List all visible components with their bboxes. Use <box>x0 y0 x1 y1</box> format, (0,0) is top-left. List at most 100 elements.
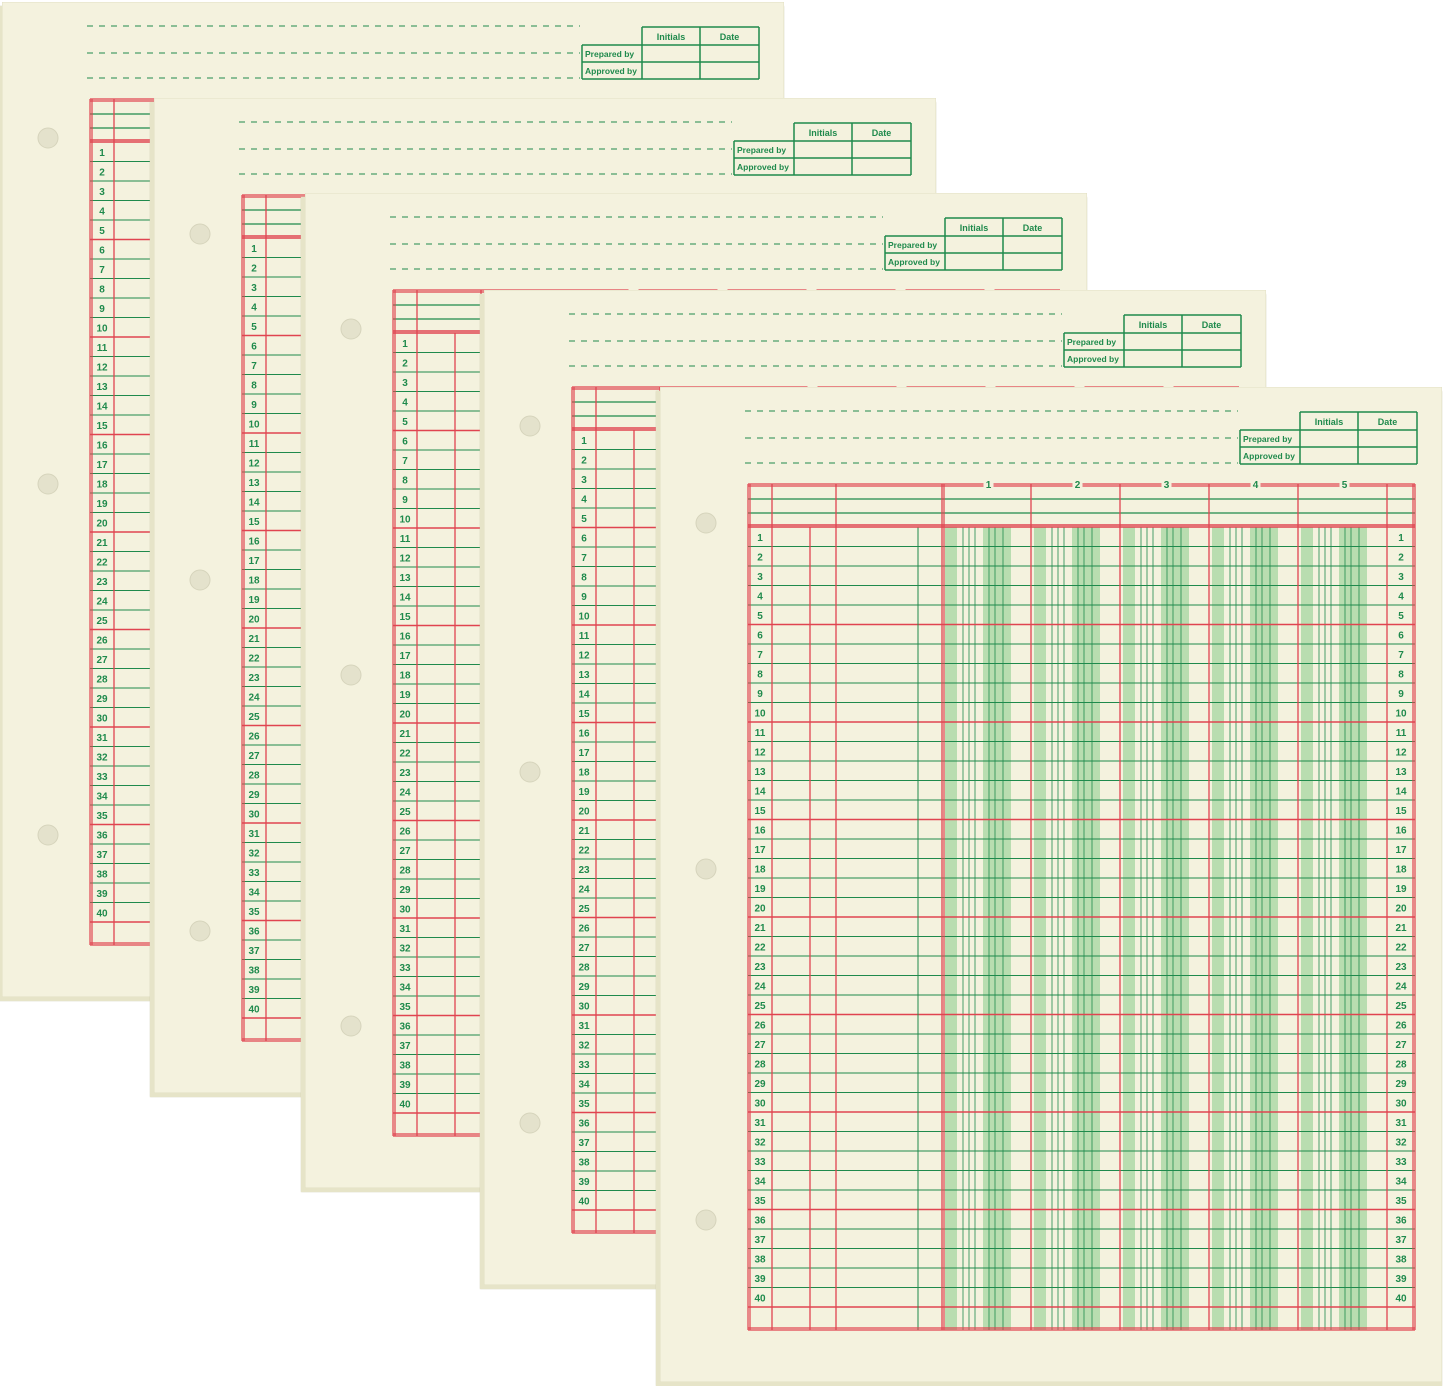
row-number-left: 14 <box>248 498 260 509</box>
row-number-left: 30 <box>578 1002 590 1013</box>
row-number-left: 13 <box>96 382 108 393</box>
row-number-left: 15 <box>754 806 766 817</box>
row-number-right: 16 <box>1395 826 1407 837</box>
date-label: Date <box>872 128 892 138</box>
row-number-right: 30 <box>1395 1099 1407 1110</box>
row-number-right: 39 <box>1395 1274 1407 1285</box>
row-number-left: 3 <box>581 475 587 486</box>
row-number-left: 21 <box>248 634 260 645</box>
row-number-left: 8 <box>581 573 587 584</box>
row-number-left: 37 <box>248 946 260 957</box>
row-number-left: 9 <box>581 592 587 603</box>
row-number-left: 25 <box>754 1001 766 1012</box>
row-number-left: 23 <box>96 577 108 588</box>
row-number-left: 13 <box>399 573 411 584</box>
row-number-left: 32 <box>96 753 108 764</box>
prepared-by-label: Prepared by <box>1243 434 1292 444</box>
row-number-left: 18 <box>578 768 590 779</box>
row-number-left: 33 <box>96 772 108 783</box>
row-number-left: 38 <box>754 1255 766 1266</box>
row-number-left: 26 <box>248 732 260 743</box>
approved-by-label: Approved by <box>888 257 940 267</box>
row-number-left: 7 <box>757 650 763 661</box>
row-number-right: 28 <box>1395 1060 1407 1071</box>
row-number-left: 8 <box>757 670 763 681</box>
row-number-left: 38 <box>578 1158 590 1169</box>
row-number-left: 28 <box>754 1060 766 1071</box>
punch-hole-icon <box>519 415 541 437</box>
row-number-left: 23 <box>578 865 590 876</box>
row-number-right: 40 <box>1395 1294 1407 1305</box>
row-number-right: 36 <box>1395 1216 1407 1227</box>
row-number-left: 1 <box>402 339 408 350</box>
row-number-left: 2 <box>99 168 105 179</box>
row-number-left: 20 <box>578 807 590 818</box>
row-number-left: 4 <box>757 592 763 603</box>
row-number-left: 16 <box>578 729 590 740</box>
row-number-left: 36 <box>248 927 260 938</box>
row-number-left: 26 <box>578 924 590 935</box>
row-number-right: 2 <box>1398 553 1404 564</box>
punch-hole-icon <box>695 858 717 880</box>
row-number-left: 32 <box>248 849 260 860</box>
row-number-right: 22 <box>1395 943 1407 954</box>
row-number-left: 10 <box>399 515 411 526</box>
row-number-left: 34 <box>399 983 411 994</box>
row-number-left: 31 <box>399 924 411 935</box>
row-number-left: 1 <box>757 533 763 544</box>
row-number-left: 13 <box>248 478 260 489</box>
row-number-left: 36 <box>754 1216 766 1227</box>
row-number-right: 1 <box>1398 533 1404 544</box>
row-number-right: 24 <box>1395 982 1407 993</box>
row-number-left: 7 <box>402 456 408 467</box>
row-number-left: 37 <box>578 1138 590 1149</box>
row-number-right: 10 <box>1395 709 1407 720</box>
row-number-left: 1 <box>581 436 587 447</box>
row-number-right: 29 <box>1395 1079 1407 1090</box>
row-number-left: 13 <box>578 670 590 681</box>
row-number-left: 21 <box>578 826 590 837</box>
row-number-left: 3 <box>99 187 105 198</box>
row-number-left: 40 <box>399 1100 411 1111</box>
row-number-left: 2 <box>251 264 257 275</box>
row-number-left: 30 <box>754 1099 766 1110</box>
column-shade <box>945 527 957 1330</box>
punch-hole-icon <box>37 473 59 495</box>
row-number-left: 36 <box>399 1022 411 1033</box>
row-number-left: 9 <box>251 400 257 411</box>
row-number-left: 35 <box>248 907 260 918</box>
row-number-left: 11 <box>400 534 411 545</box>
row-number-left: 17 <box>754 845 766 856</box>
row-number-left: 2 <box>757 553 763 564</box>
row-number-right: 14 <box>1395 787 1407 798</box>
row-number-left: 35 <box>578 1099 590 1110</box>
approved-by-label: Approved by <box>585 66 637 76</box>
row-number-left: 38 <box>399 1061 411 1072</box>
row-number-left: 11 <box>579 631 590 642</box>
row-number-left: 5 <box>757 611 763 622</box>
row-number-left: 20 <box>96 519 108 530</box>
row-number-left: 35 <box>399 1002 411 1013</box>
row-number-left: 10 <box>96 324 108 335</box>
prepared-by-label: Prepared by <box>585 49 634 59</box>
approved-by-label: Approved by <box>1067 354 1119 364</box>
row-number-left: 17 <box>248 556 260 567</box>
row-number-left: 22 <box>578 846 590 857</box>
row-number-left: 22 <box>248 654 260 665</box>
row-number-left: 3 <box>402 378 408 389</box>
row-number-left: 33 <box>399 963 411 974</box>
row-number-left: 7 <box>581 553 587 564</box>
initials-label: Initials <box>657 32 686 42</box>
row-number-left: 20 <box>248 615 260 626</box>
punch-hole-icon <box>37 824 59 846</box>
row-number-left: 1 <box>99 148 105 159</box>
row-number-left: 6 <box>99 246 105 257</box>
row-number-left: 23 <box>248 673 260 684</box>
row-number-left: 24 <box>754 982 766 993</box>
signoff-box: Initials Date Prepared by Approved by <box>733 122 912 176</box>
column-shade <box>1250 527 1278 1330</box>
row-number-left: 37 <box>399 1041 411 1052</box>
row-number-left: 29 <box>248 790 260 801</box>
row-number-left: 29 <box>96 694 108 705</box>
